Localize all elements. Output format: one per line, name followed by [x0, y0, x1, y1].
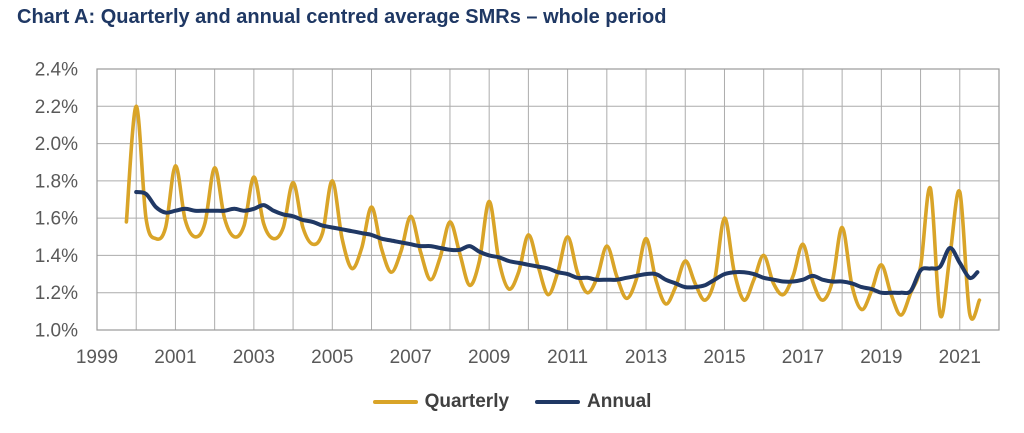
- x-axis-labels: 1999 2001 2003 2005 2007 2009 2011 2013 2015 2017…: [76, 347, 981, 368]
- y-tick-label: 1.0%: [35, 321, 78, 342]
- y-tick-label: 1.2%: [35, 283, 78, 304]
- legend-item-quarterly: Quarterly: [372, 391, 510, 413]
- y-tick-label: 2.2%: [35, 97, 78, 118]
- x-tick-label: 2011: [547, 347, 588, 368]
- plot-border: [96, 68, 1000, 331]
- x-tick-label: 2013: [625, 347, 667, 368]
- y-tick-label: 1.8%: [35, 171, 78, 192]
- x-tick-label: 2021: [939, 347, 981, 368]
- x-tick-label: 2015: [703, 347, 745, 368]
- y-tick-label: 1.6%: [35, 209, 78, 230]
- y-axis-labels: 2.4% 2.2% 2.0% 1.8% 1.6% 1.4% 1.2% 1.0%: [35, 60, 78, 342]
- x-tick-label: 2005: [311, 347, 353, 368]
- x-tick-label: 2003: [233, 347, 275, 368]
- x-tick-label: 2009: [468, 347, 510, 368]
- y-tick-label: 2.4%: [35, 60, 78, 81]
- y-tick-label: 2.0%: [35, 134, 78, 155]
- gridlines: [96, 68, 1000, 331]
- annual-line-swatch: [535, 400, 581, 404]
- legend-item-annual: Annual: [535, 391, 651, 413]
- x-tick-label: 1999: [76, 347, 118, 368]
- quarterly-line-swatch: [372, 400, 418, 404]
- annual-series-line: [134, 190, 980, 296]
- x-tick-label: 2001: [154, 347, 196, 368]
- x-tick-label: 2007: [390, 347, 432, 368]
- annual-legend-label: Annual: [587, 391, 652, 412]
- chart-title: Chart A: Quarterly and annual centred av…: [17, 6, 667, 28]
- y-tick-label: 1.4%: [35, 246, 78, 267]
- x-tick-label: 2019: [860, 347, 902, 368]
- x-tick-label: 2017: [782, 347, 824, 368]
- quarterly-legend-label: Quarterly: [424, 391, 510, 412]
- chart-legend: Quarterly Annual: [0, 391, 1024, 413]
